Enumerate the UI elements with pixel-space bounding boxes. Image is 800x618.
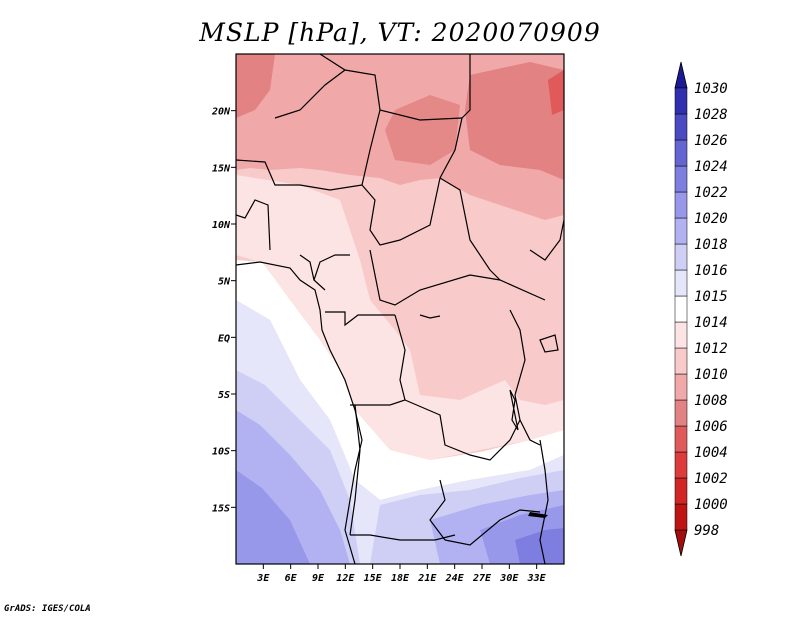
- coastline: [236, 261, 363, 564]
- colorbar-label: 1008: [694, 393, 728, 409]
- lat-tick-label: 20N: [211, 107, 231, 118]
- lake-victoria: [539, 334, 559, 353]
- lon-tick-label: 12E: [336, 573, 355, 584]
- credit-text: GrADS: IGES/COLA: [4, 604, 91, 614]
- lake-tanganyika: [509, 389, 519, 431]
- lat-ticks: 20N 15N 10N 5N EQ 5S 10S 15S: [211, 107, 236, 514]
- map-title: MSLP [hPa], VT: 2020070909: [199, 18, 601, 47]
- colorbar-segment: [674, 451, 688, 479]
- pressure-field: [236, 54, 564, 564]
- colorbar-segment: [674, 165, 688, 193]
- colorbar-label: 1002: [694, 471, 728, 487]
- field-1012-1014: [236, 175, 564, 460]
- colorbar-label: 1022: [694, 185, 728, 201]
- lat-tick-label: 15S: [212, 503, 230, 514]
- colorbar-segment: [674, 139, 688, 167]
- colorbar-segment: [674, 399, 688, 427]
- river-marks: [419, 314, 441, 319]
- colorbar-label: 1026: [694, 133, 728, 149]
- colorbar-segment: [674, 269, 688, 297]
- field-1004-1006: [548, 70, 564, 115]
- colorbar-segment: [674, 477, 688, 505]
- colorbar-segment: [674, 295, 688, 323]
- colorbar-segment: [674, 347, 688, 375]
- field-1010-1012-basin: [410, 275, 564, 395]
- lon-tick-label: 6E: [285, 573, 298, 584]
- country-borders: [236, 54, 564, 564]
- lon-tick-label: 21E: [417, 573, 437, 584]
- colorbar-segment: [674, 373, 688, 401]
- colorbar-label: 1020: [694, 211, 728, 227]
- colorbar-segment: [674, 87, 688, 115]
- colorbar-label: 1018: [694, 237, 728, 253]
- colorbar-cap-top: [674, 61, 688, 89]
- colorbar-segment: [674, 503, 688, 531]
- colorbar-label: 1004: [694, 445, 728, 461]
- field-1006-1008-west: [236, 54, 275, 118]
- lon-tick-label: 24E: [445, 573, 465, 584]
- colorbar-cap-bottom: [674, 529, 688, 557]
- lat-tick-label: 5N: [218, 277, 231, 288]
- colorbar-label: 1016: [694, 263, 728, 279]
- colorbar-segment: [674, 217, 688, 245]
- lat-tick-label: 10S: [212, 447, 230, 458]
- field-1020-1022: [236, 470, 310, 564]
- colorbar-label: 998: [694, 523, 719, 539]
- colorbar-label: 1015: [694, 289, 728, 305]
- colorbar-segment: [674, 191, 688, 219]
- colorbar: 998 1000 1002 1004 1006 1008 1010 1012 1014 1015 1…: [674, 61, 728, 557]
- colorbar-label: 1028: [694, 107, 728, 123]
- lon-tick-label: 27E: [472, 573, 492, 584]
- colorbar-segment: [674, 425, 688, 453]
- lon-tick-label: 30E: [499, 573, 519, 584]
- lat-tick-label: 15N: [212, 163, 231, 174]
- lon-tick-label: 9E: [312, 573, 325, 584]
- colorbar-segment: [674, 113, 688, 141]
- lon-tick-label: 3E: [256, 573, 270, 584]
- lon-tick-label: 15E: [364, 573, 383, 584]
- colorbar-label: 1006: [694, 419, 728, 435]
- colorbar-label: 1010: [694, 367, 728, 383]
- lat-tick-label: EQ: [218, 333, 230, 344]
- colorbar-label: 1000: [694, 497, 728, 513]
- lon-tick-label: 18E: [391, 573, 410, 584]
- colorbar-segment: [674, 243, 688, 271]
- colorbar-label: 1014: [694, 315, 728, 331]
- colorbar-label: 1030: [694, 81, 728, 97]
- lat-tick-label: 5S: [218, 390, 230, 401]
- field-1014-1015: [236, 260, 564, 500]
- field-1006-1008-east: [465, 62, 564, 180]
- lat-tick-label: 10N: [212, 220, 231, 231]
- field-1006-1008-center: [385, 95, 460, 165]
- lon-tick-label: 33E: [527, 573, 547, 584]
- colorbar-segment: [674, 321, 688, 349]
- colorbar-label: 1024: [694, 159, 728, 175]
- lon-ticks: 3E 6E 9E 12E 15E 18E 21E 24E 27E 30E 33E: [256, 564, 547, 584]
- field-1022-1024: [515, 528, 564, 564]
- colorbar-label: 1012: [694, 341, 728, 357]
- lake-kariba: [528, 512, 548, 518]
